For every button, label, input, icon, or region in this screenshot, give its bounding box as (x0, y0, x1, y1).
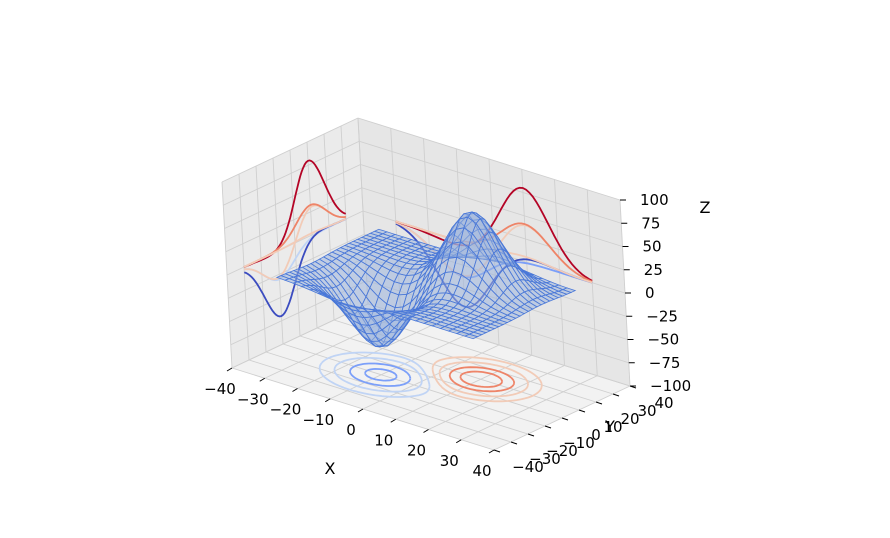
x-tick-label: −30 (237, 390, 269, 408)
contour-line-floor (459, 370, 504, 388)
y-tick (612, 393, 620, 397)
y-axis-label: Y (604, 417, 615, 436)
x-tick-label: 10 (374, 431, 393, 449)
y-tick (527, 433, 535, 437)
z-tick-label: 0 (645, 284, 655, 302)
grid-line (224, 164, 361, 229)
z-tick-label: 100 (640, 191, 669, 209)
x-tick-label: −40 (204, 380, 236, 398)
x-axis-label: X (325, 459, 336, 478)
x-tick-label: 30 (440, 452, 459, 470)
x-tick (226, 367, 233, 372)
x-tick (324, 398, 331, 403)
x-tick (357, 408, 364, 413)
y-tick-label: 20 (620, 410, 639, 428)
y-tick (561, 417, 569, 421)
z-tick-label: 50 (643, 238, 662, 256)
y-tick (578, 409, 586, 413)
y-tick-label: 30 (637, 402, 656, 420)
contour-line-floor (448, 366, 516, 393)
grid-line (221, 117, 359, 183)
contour-line-floor (431, 356, 543, 403)
grid-line (357, 117, 621, 201)
y-tick-label: 0 (591, 426, 601, 444)
grid-line (361, 187, 624, 271)
x-tick (390, 418, 397, 423)
y-tick (493, 449, 501, 453)
x-tick-label: 20 (407, 442, 426, 460)
x-tick-label: 0 (346, 421, 356, 439)
x-tick (259, 377, 266, 382)
x-tick-label: 40 (472, 462, 491, 480)
y-tick (510, 441, 518, 445)
contour-line-floor (333, 357, 423, 393)
grid-line (282, 343, 546, 427)
grid-line (299, 335, 563, 419)
y-tick-label: −40 (512, 458, 544, 476)
z-tick-label: −25 (646, 307, 678, 325)
x-tick (423, 429, 429, 433)
grid-line (316, 327, 580, 411)
z-tick-label: 75 (641, 214, 660, 232)
x-tick (455, 439, 462, 444)
x-tick-label: −10 (302, 411, 334, 429)
y-tick (595, 401, 603, 405)
contour-line-x-wall (243, 159, 347, 269)
grid-line (225, 187, 362, 253)
y-tick-label: −20 (546, 442, 578, 460)
z-tick-label: −75 (649, 354, 681, 372)
y-tick-label: 40 (654, 394, 673, 412)
y-tick-label: 10 (603, 418, 622, 436)
z-tick-label: 25 (644, 261, 663, 279)
z-tick-label: −100 (650, 377, 691, 395)
grid-line (223, 140, 360, 206)
contour-line-floor (349, 362, 412, 387)
axis-labels: X Y Z (325, 198, 711, 478)
contour-line-x-wall (243, 218, 347, 268)
contour-line-floor (364, 368, 398, 382)
contour-line-y-wall (395, 186, 593, 282)
y-tick-label: −10 (563, 434, 595, 452)
grid-line (265, 351, 529, 435)
y-tick-label: −30 (529, 450, 561, 468)
x-tick-label: −20 (270, 401, 302, 419)
grid-line (360, 164, 623, 247)
x-tick (488, 449, 495, 454)
surface-cell (464, 333, 479, 340)
x-tick (292, 388, 298, 392)
grid-line (248, 359, 512, 443)
z-axis-label: Z (700, 198, 711, 217)
surface-mesh (275, 211, 577, 348)
grid-line (359, 140, 622, 224)
contour-line-floor (318, 351, 431, 398)
grid-line (228, 233, 365, 299)
z-tick-label: −50 (648, 331, 680, 349)
y-tick (544, 425, 552, 429)
contour-floor (318, 351, 543, 403)
contour-line-floor (438, 361, 529, 398)
